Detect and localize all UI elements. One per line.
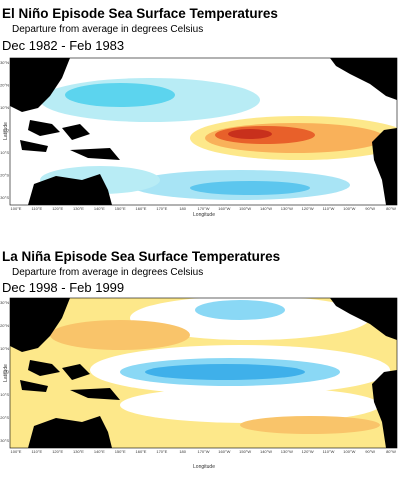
y-tick-label: 20°S — [0, 415, 9, 420]
x-axis-label: Longitude — [193, 212, 215, 218]
x-tick-label: 120°W — [302, 449, 314, 454]
title: La Niña Episode Sea Surface Temperatures — [2, 249, 280, 264]
y-tick-label: 10°N — [0, 346, 9, 351]
x-tick-label: 170°W — [197, 449, 209, 454]
y-tick-label: 30°N — [0, 300, 9, 305]
y-tick-label: 20°S — [0, 173, 9, 178]
x-tick-label: 110°E — [32, 206, 43, 211]
x-tick-label: 180 — [179, 449, 186, 454]
subtitle: Departure from average in degrees Celsiu… — [12, 267, 203, 278]
x-tick-label: 170°E — [156, 449, 167, 454]
x-tick-label: 120°E — [52, 449, 63, 454]
x-tick-label: 110°W — [323, 449, 335, 454]
x-tick-label: 170°W — [197, 206, 209, 211]
x-tick-label: 160°E — [136, 206, 147, 211]
x-tick-label: 110°W — [323, 206, 335, 211]
y-tick-label: 10°S — [0, 150, 9, 155]
title: El Niño Episode Sea Surface Temperatures — [2, 6, 278, 21]
x-tick-label: 130°W — [281, 449, 293, 454]
x-tick-label: 100°W — [343, 206, 355, 211]
x-tick-label: 150°E — [115, 206, 126, 211]
x-tick-label: 180 — [179, 206, 186, 211]
ticks: 100°E 110°E 120°E 130°E 140°E 150°E 160°E 170°E… — [0, 300, 396, 454]
x-tick-label: 150°W — [239, 206, 251, 211]
y-tick-label: 20°N — [0, 83, 9, 88]
period: Dec 1982 - Feb 1983 — [2, 38, 124, 53]
x-tick-label: 130°E — [73, 449, 84, 454]
x-tick-label: 140°W — [260, 449, 272, 454]
x-tick-label: 120°W — [302, 206, 314, 211]
y-tick-label: 30°S — [0, 438, 9, 443]
x-tick-label: 170°E — [156, 206, 167, 211]
y-tick-label: 10°N — [0, 105, 9, 110]
x-tick-label: 90°W — [365, 449, 375, 454]
x-tick-label: 100°W — [343, 449, 355, 454]
x-tick-label: 90°W — [365, 206, 375, 211]
x-tick-label: 80°W — [386, 449, 396, 454]
x-tick-label: 100°E — [11, 449, 22, 454]
x-tick-label: 100°E — [11, 206, 22, 211]
x-tick-label: 110°E — [32, 449, 43, 454]
y-tick-label: 20°N — [0, 323, 9, 328]
ticks: 100°E 110°E 120°E 130°E 140°E 150°E 160°E 170°E… — [0, 60, 396, 211]
x-tick-label: 140°E — [94, 449, 105, 454]
map — [10, 298, 397, 448]
x-tick-label: 150°E — [115, 449, 126, 454]
x-tick-label: 130°W — [281, 206, 293, 211]
x-tick-label: 80°W — [386, 206, 396, 211]
x-tick-label: 160°W — [218, 206, 230, 211]
x-tick-label: 140°W — [260, 206, 272, 211]
y-tick-label: 30°S — [0, 195, 9, 200]
map — [10, 58, 397, 205]
subtitle: Departure from average in degrees Celsiu… — [12, 24, 203, 35]
x-tick-label: 160°W — [218, 449, 230, 454]
x-tick-label: 130°E — [73, 206, 84, 211]
y-axis-label: Latitude — [3, 122, 9, 140]
x-tick-label: 120°E — [52, 206, 63, 211]
y-tick-label: EQ — [3, 128, 9, 133]
x-tick-label: 160°E — [136, 449, 147, 454]
y-axis-label: Latitude — [3, 364, 9, 382]
x-tick-label: 150°W — [239, 449, 251, 454]
x-axis-label: Longitude — [193, 464, 215, 470]
period: Dec 1998 - Feb 1999 — [2, 280, 124, 295]
x-tick-label: 140°E — [94, 206, 105, 211]
y-tick-label: 30°N — [0, 60, 9, 65]
y-tick-label: 10°S — [0, 392, 9, 397]
y-tick-label: EQ — [3, 369, 9, 374]
